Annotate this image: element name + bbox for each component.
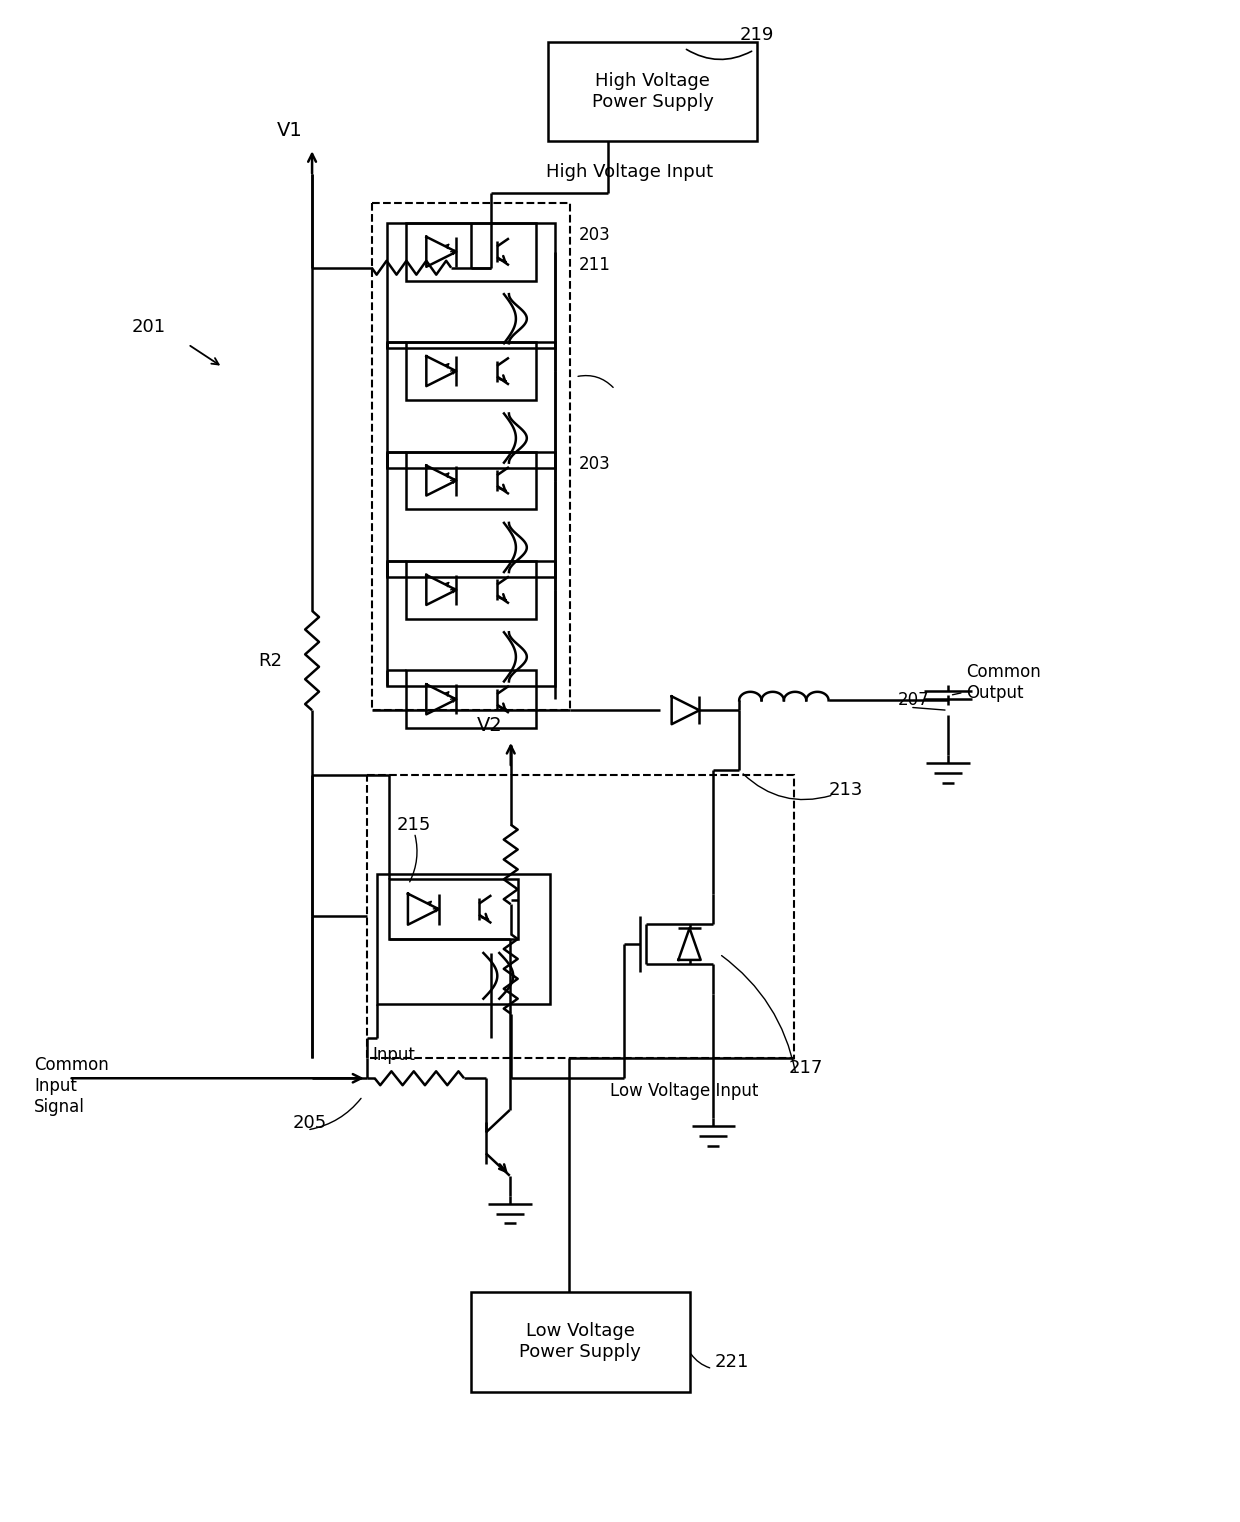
Text: V1: V1 xyxy=(277,122,303,140)
Bar xyxy=(407,222,536,280)
Text: R2: R2 xyxy=(258,651,283,670)
Bar xyxy=(471,1292,689,1391)
Bar xyxy=(387,452,556,577)
Text: 207: 207 xyxy=(898,691,930,709)
Text: Low Voltage Input: Low Voltage Input xyxy=(610,1082,759,1100)
Text: High Voltage
Power Supply: High Voltage Power Supply xyxy=(591,72,714,111)
Bar xyxy=(388,880,517,939)
Text: 219: 219 xyxy=(739,26,774,44)
Text: 201: 201 xyxy=(131,318,165,336)
Bar xyxy=(372,202,570,711)
Bar xyxy=(407,671,536,728)
Bar xyxy=(407,342,536,400)
Text: 205: 205 xyxy=(293,1114,326,1132)
Text: 215: 215 xyxy=(397,816,430,834)
Bar xyxy=(367,775,794,1058)
Text: V2: V2 xyxy=(477,717,502,735)
Text: 221: 221 xyxy=(714,1353,749,1371)
Text: 211: 211 xyxy=(578,256,610,274)
Text: Common
Output: Common Output xyxy=(966,664,1040,702)
Bar xyxy=(387,562,556,686)
Bar xyxy=(407,452,536,510)
Bar xyxy=(548,43,758,142)
Text: 213: 213 xyxy=(828,781,863,799)
Text: High Voltage Input: High Voltage Input xyxy=(547,163,714,181)
Text: Input: Input xyxy=(373,1046,415,1064)
Text: Common
Input
Signal: Common Input Signal xyxy=(33,1056,109,1116)
Text: Low Voltage
Power Supply: Low Voltage Power Supply xyxy=(520,1323,641,1361)
Text: 203: 203 xyxy=(578,227,610,244)
Text: 217: 217 xyxy=(789,1059,823,1078)
Bar xyxy=(377,874,551,1003)
Text: 203: 203 xyxy=(578,455,610,473)
Bar xyxy=(387,222,556,349)
Bar xyxy=(387,342,556,467)
Bar xyxy=(407,562,536,619)
